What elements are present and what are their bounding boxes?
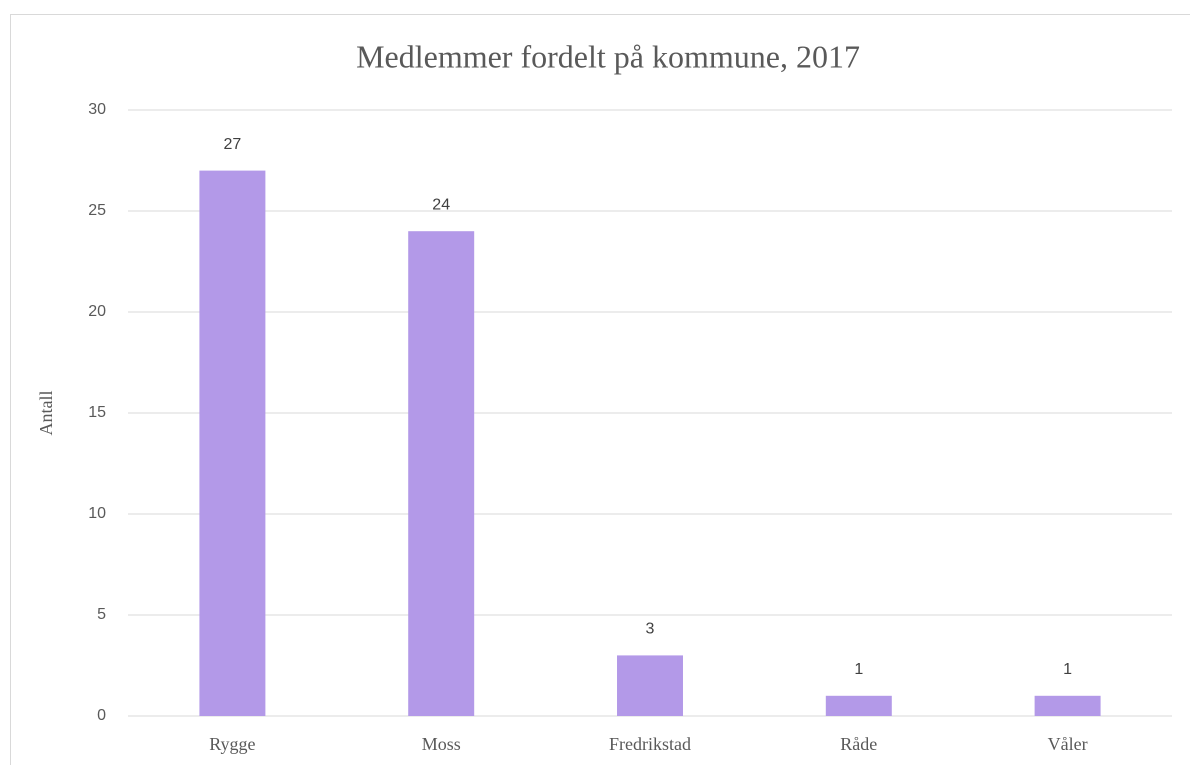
x-tick-label: Moss: [422, 734, 461, 754]
bar: [199, 170, 266, 717]
bar: [617, 655, 683, 716]
x-tick-label: Våler: [1048, 734, 1088, 754]
x-tick-label: Fredrikstad: [609, 734, 691, 754]
data-label: 1: [854, 661, 863, 678]
x-tick-label: Rygge: [209, 734, 255, 754]
data-label: 24: [432, 196, 450, 213]
y-tick-label: 5: [97, 606, 106, 623]
data-label: 3: [646, 621, 655, 638]
y-axis-label: Antall: [36, 391, 56, 436]
bar: [1034, 695, 1101, 716]
bar: [825, 695, 892, 716]
y-tick-label: 30: [88, 101, 106, 118]
y-tick-label: 0: [97, 707, 106, 724]
bar: [408, 231, 475, 716]
y-tick-label: 20: [88, 303, 106, 320]
y-tick-label: 25: [88, 202, 106, 219]
chart-title: Medlemmer fordelt på kommune, 2017: [356, 38, 860, 74]
chart-frame: [10, 14, 1190, 765]
y-tick-label: 15: [88, 404, 106, 421]
y-tick-label: 10: [88, 505, 106, 522]
data-label: 1: [1063, 661, 1072, 678]
x-tick-label: Råde: [840, 734, 877, 754]
data-label: 27: [224, 136, 242, 153]
